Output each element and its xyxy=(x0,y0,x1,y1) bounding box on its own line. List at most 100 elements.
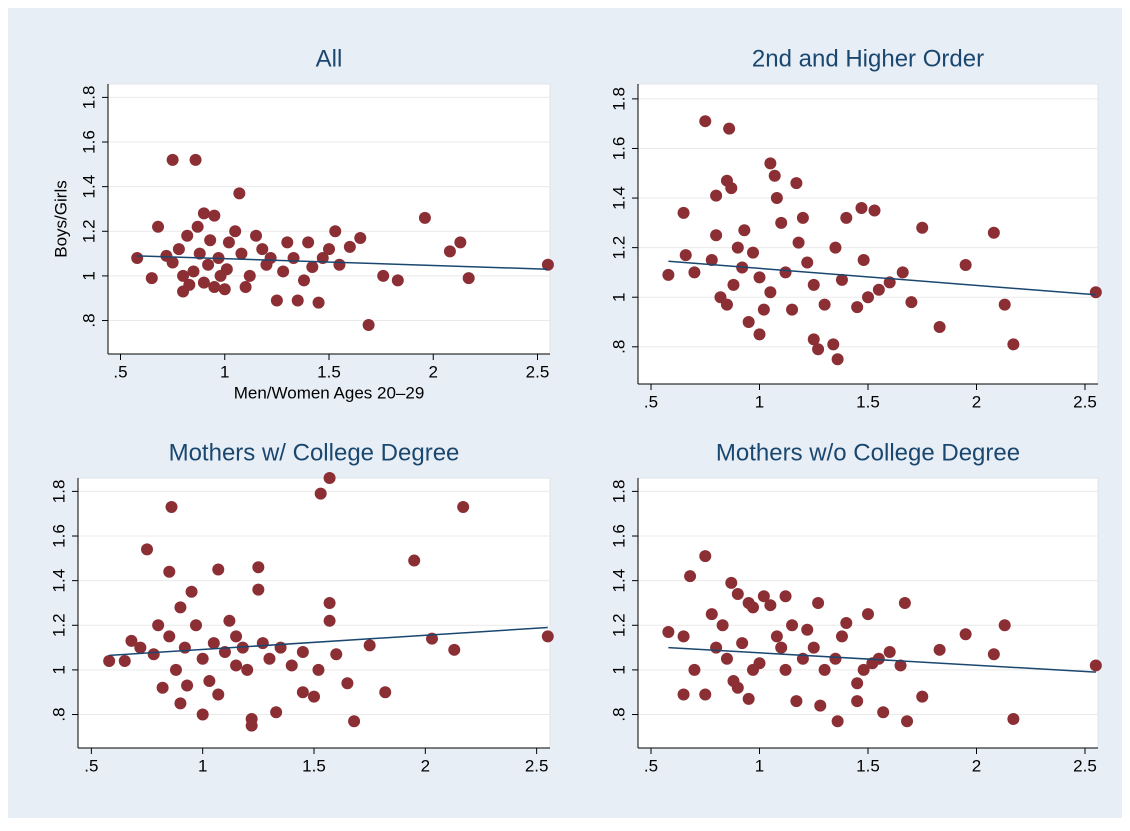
point xyxy=(264,252,277,265)
point xyxy=(747,246,759,259)
fit-line xyxy=(668,260,1096,296)
point xyxy=(457,501,470,514)
y-tick-label: 1.4 xyxy=(609,569,628,593)
point xyxy=(156,681,169,694)
y-tick-label: 1.6 xyxy=(49,524,68,548)
y-tick-label: .8 xyxy=(49,707,68,721)
point xyxy=(277,265,290,278)
point xyxy=(725,182,738,195)
point xyxy=(145,272,158,285)
point xyxy=(354,231,367,244)
point xyxy=(391,274,404,287)
point xyxy=(348,715,361,728)
point xyxy=(285,659,298,672)
point xyxy=(235,247,248,260)
point xyxy=(731,241,744,254)
point xyxy=(166,153,179,166)
point xyxy=(196,708,209,721)
point xyxy=(998,619,1011,632)
point xyxy=(197,276,210,289)
point xyxy=(998,298,1011,311)
point xyxy=(779,663,792,676)
fit-line xyxy=(668,646,1096,673)
y-tick-label: 1.8 xyxy=(609,87,628,111)
point xyxy=(818,663,831,676)
point xyxy=(790,177,803,190)
point xyxy=(218,283,231,296)
point xyxy=(801,623,814,636)
point xyxy=(191,220,204,233)
point xyxy=(306,260,319,273)
point xyxy=(239,281,252,294)
point xyxy=(323,596,336,609)
point xyxy=(296,686,309,699)
point xyxy=(725,576,738,589)
point xyxy=(256,243,269,256)
point xyxy=(208,281,221,294)
point xyxy=(1007,338,1020,351)
point xyxy=(831,353,844,366)
point xyxy=(753,328,766,341)
point xyxy=(807,641,820,654)
point xyxy=(323,472,336,484)
y-tick-label: 1.6 xyxy=(609,137,628,161)
point xyxy=(152,619,165,632)
x-tick-label: 1 xyxy=(198,756,207,775)
point xyxy=(710,189,723,202)
x-tick-label: 1.5 xyxy=(856,392,880,411)
point xyxy=(807,278,820,291)
point xyxy=(688,663,701,676)
point xyxy=(222,236,235,249)
point xyxy=(203,675,216,688)
point xyxy=(160,249,173,262)
point xyxy=(753,271,766,284)
point xyxy=(229,225,242,238)
point xyxy=(851,677,864,690)
point xyxy=(443,245,456,258)
point xyxy=(742,692,755,705)
x-tick-label: 1.5 xyxy=(856,756,880,775)
point xyxy=(747,663,759,676)
point xyxy=(959,258,972,271)
point xyxy=(812,343,825,356)
x-tick-label: 2 xyxy=(972,392,981,411)
point xyxy=(796,211,809,224)
point xyxy=(916,221,929,234)
point xyxy=(220,263,233,276)
point xyxy=(233,187,246,200)
point xyxy=(677,630,690,643)
x-tick-label: .5 xyxy=(84,756,98,775)
point xyxy=(896,266,909,279)
point xyxy=(851,695,864,708)
point xyxy=(541,630,554,643)
point xyxy=(363,639,376,652)
point xyxy=(250,229,263,242)
point xyxy=(297,274,310,287)
point xyxy=(901,715,914,728)
point xyxy=(857,663,870,676)
point xyxy=(302,236,315,249)
plot-area xyxy=(637,83,1099,385)
point xyxy=(243,269,256,282)
point xyxy=(898,596,911,609)
point xyxy=(738,224,751,237)
point xyxy=(454,236,467,249)
point xyxy=(212,688,225,701)
x-axis-label: Men/Women Ages 20–29 xyxy=(234,383,425,402)
point xyxy=(418,211,431,224)
x-tick-label: 1 xyxy=(220,362,229,381)
point xyxy=(894,659,907,672)
point xyxy=(333,258,346,271)
point xyxy=(341,677,354,690)
point xyxy=(987,648,1000,661)
point xyxy=(877,706,890,719)
point xyxy=(768,169,781,182)
point xyxy=(147,648,160,661)
x-tick-label: .5 xyxy=(113,362,127,381)
point xyxy=(790,695,803,708)
point xyxy=(662,268,675,281)
point xyxy=(252,583,265,596)
point xyxy=(775,216,788,229)
point xyxy=(329,225,342,238)
